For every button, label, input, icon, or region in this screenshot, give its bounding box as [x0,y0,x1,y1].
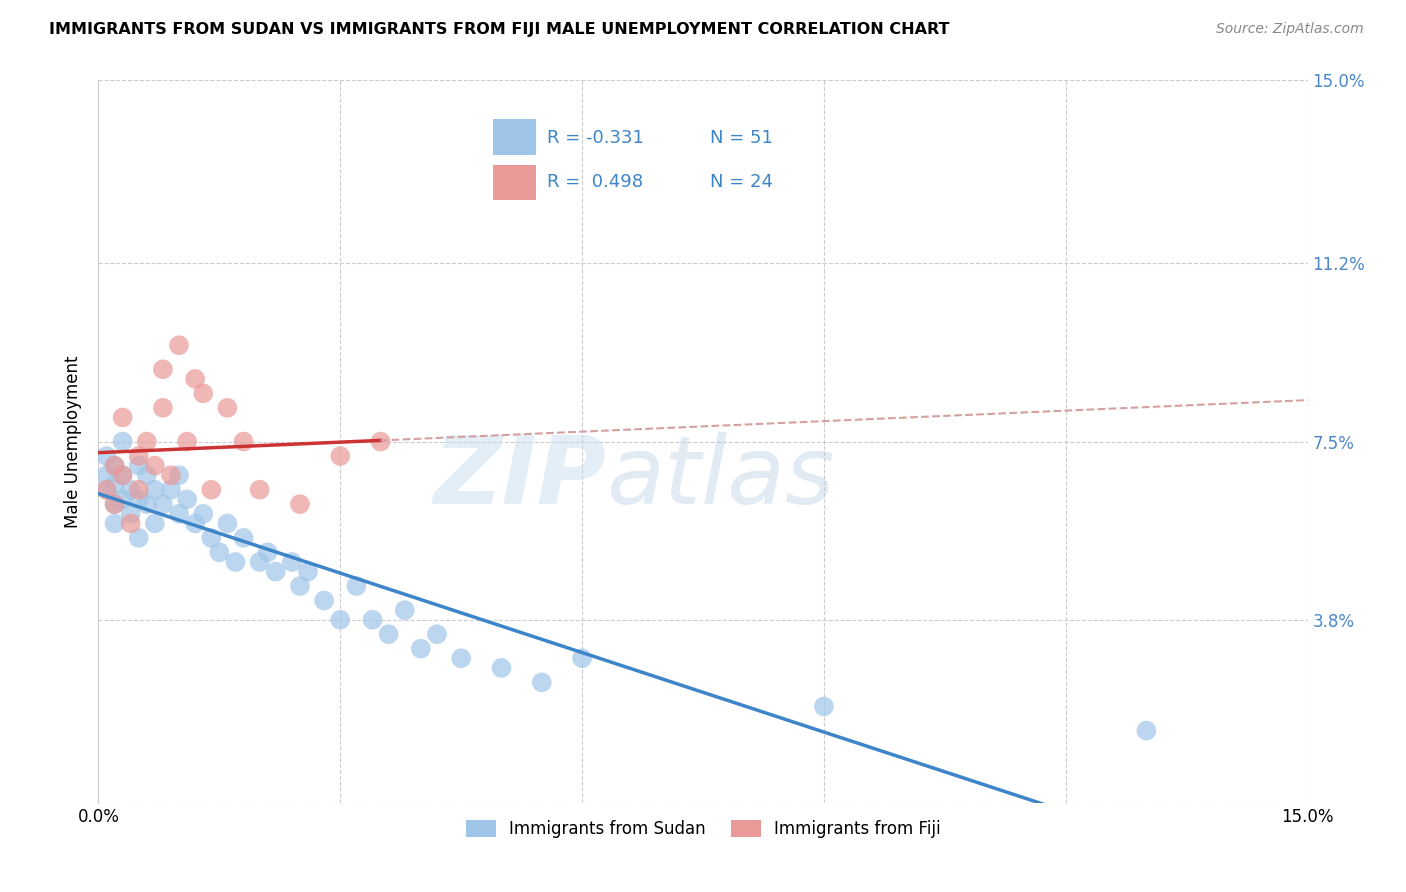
Point [103,497,125,511]
Point [1135,723,1157,738]
Point [103,458,125,473]
Point [217,401,239,415]
Point [96,483,118,497]
Point [128,531,150,545]
Point [103,458,125,473]
Point [111,410,134,425]
Point [281,555,304,569]
Text: ZIP: ZIP [433,432,606,524]
Point [329,613,352,627]
Point [184,516,207,531]
Point [152,497,174,511]
Point [128,458,150,473]
Point [288,497,311,511]
Point [143,516,166,531]
Point [200,483,222,497]
Point [160,483,183,497]
Point [813,699,835,714]
Point [143,483,166,497]
Point [249,483,271,497]
Point [344,579,367,593]
Point [450,651,472,665]
Point [103,497,125,511]
Point [329,449,352,463]
Point [288,579,311,593]
Point [193,507,215,521]
Point [152,362,174,376]
Point [200,531,222,545]
Legend: Immigrants from Sudan, Immigrants from Fiji: Immigrants from Sudan, Immigrants from F… [458,814,948,845]
Point [167,507,190,521]
Text: Source: ZipAtlas.com: Source: ZipAtlas.com [1216,22,1364,37]
Y-axis label: Male Unemployment: Male Unemployment [65,355,83,528]
Text: IMMIGRANTS FROM SUDAN VS IMMIGRANTS FROM FIJI MALE UNEMPLOYMENT CORRELATION CHAR: IMMIGRANTS FROM SUDAN VS IMMIGRANTS FROM… [49,22,949,37]
Point [167,468,190,483]
Point [167,338,190,352]
Point [184,372,207,386]
Point [491,661,513,675]
Point [571,651,593,665]
Point [120,507,142,521]
Text: atlas: atlas [606,432,835,524]
Point [530,675,553,690]
Point [232,531,254,545]
Point [111,434,134,449]
Point [135,468,157,483]
Point [377,627,399,641]
Point [152,401,174,415]
Point [217,516,239,531]
Point [224,555,246,569]
Point [426,627,449,641]
Point [128,492,150,507]
Point [264,565,287,579]
Point [232,434,254,449]
Point [111,468,134,483]
Point [128,483,150,497]
Point [135,497,157,511]
Point [394,603,416,617]
Point [103,478,125,492]
Point [160,468,183,483]
Point [370,434,392,449]
Point [96,449,118,463]
Point [249,555,271,569]
Point [111,492,134,507]
Point [120,516,142,531]
Point [409,641,432,656]
Point [256,545,278,559]
Point [143,458,166,473]
Point [361,613,384,627]
Point [176,492,198,507]
Point [314,593,336,607]
Point [135,434,157,449]
Point [111,468,134,483]
Point [297,565,319,579]
Point [193,386,215,401]
Point [128,449,150,463]
Point [96,468,118,483]
Point [176,434,198,449]
Point [96,483,118,497]
Point [103,516,125,531]
Point [120,483,142,497]
Point [208,545,231,559]
